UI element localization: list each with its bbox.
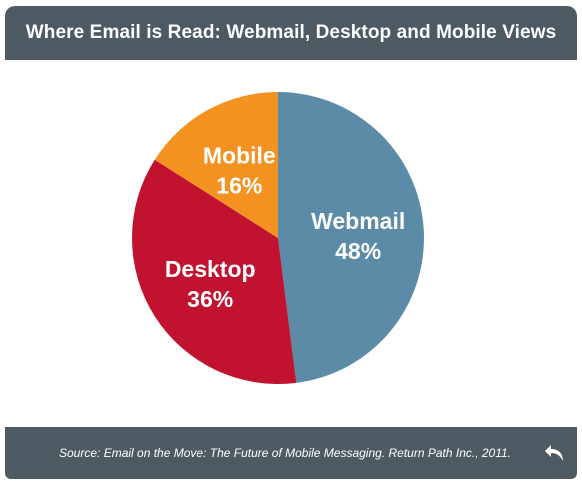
footer-bar: Source: Email on the Move: The Future of… bbox=[5, 427, 577, 479]
slice-label-desktop: Desktop bbox=[165, 256, 256, 282]
slice-label-mobile: Mobile bbox=[203, 143, 276, 169]
slice-value-webmail: 48% bbox=[335, 238, 381, 264]
title-bar: Where Email is Read: Webmail, Desktop an… bbox=[5, 6, 577, 60]
slice-label-webmail: Webmail bbox=[311, 208, 405, 234]
chart-title: Where Email is Read: Webmail, Desktop an… bbox=[25, 22, 557, 43]
pie-slices bbox=[131, 92, 424, 384]
pie-slice-mobile bbox=[154, 92, 278, 238]
pie-labels: Webmail 48% Desktop 36% Mobile 16% bbox=[165, 143, 405, 312]
pie-slice-webmail bbox=[278, 92, 424, 383]
source-citation: Source: Email on the Move: The Future of… bbox=[59, 446, 512, 460]
slice-value-desktop: 36% bbox=[187, 286, 233, 312]
slice-value-mobile: 16% bbox=[216, 173, 262, 199]
pie-slice-desktop bbox=[131, 159, 297, 384]
undo-arrow-icon[interactable] bbox=[543, 441, 567, 465]
pie-chart: Webmail 48% Desktop 36% Mobile 16% bbox=[131, 92, 424, 384]
